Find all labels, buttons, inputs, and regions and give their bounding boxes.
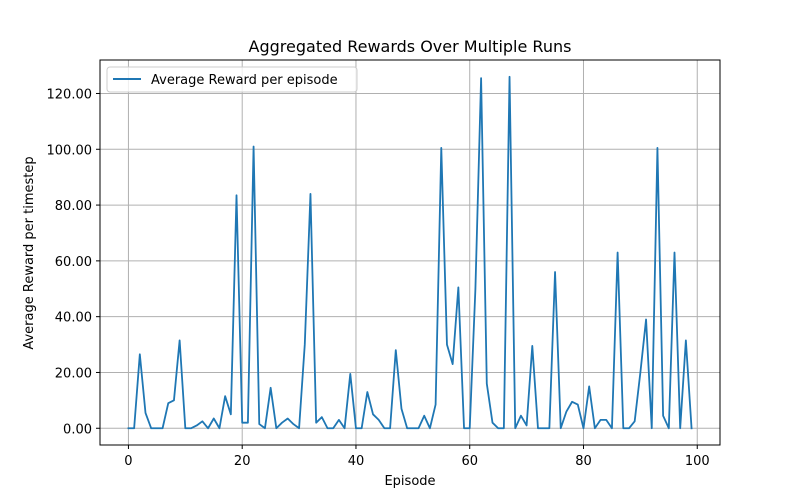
x-tick-label: 40 (348, 454, 365, 469)
x-tick-label: 0 (124, 454, 132, 469)
legend: Average Reward per episode (106, 66, 358, 93)
x-tick-label: 60 (461, 454, 478, 469)
y-tick-label: 60.00 (55, 255, 92, 270)
x-axis-label: Episode (384, 474, 435, 489)
legend-label: Average Reward per episode (151, 73, 338, 88)
x-tick-label: 80 (575, 454, 592, 469)
series-line (127, 75, 693, 430)
chart-title: Aggregated Rewards Over Multiple Runs (249, 37, 572, 56)
x-tick-label: 20 (234, 454, 251, 469)
legend-box (106, 66, 358, 93)
y-tick-label: 80.00 (55, 199, 92, 214)
series-layer (127, 75, 693, 430)
tick-layer: 0 20 40 60 80 100 0.00 20.00 40.00 60.00 80.00 100.… (47, 87, 710, 469)
y-axis-label: Average Reward per timestep (22, 156, 37, 349)
y-tick-label: 120.00 (47, 87, 93, 102)
y-tick-label: 20.00 (55, 366, 92, 381)
y-tick-label: 40.00 (55, 311, 92, 326)
y-tick-label: 0.00 (63, 422, 92, 437)
plot-area-frame (99, 59, 721, 446)
y-tick-label: 100.00 (47, 143, 93, 158)
x-tick-label: 100 (685, 454, 710, 469)
